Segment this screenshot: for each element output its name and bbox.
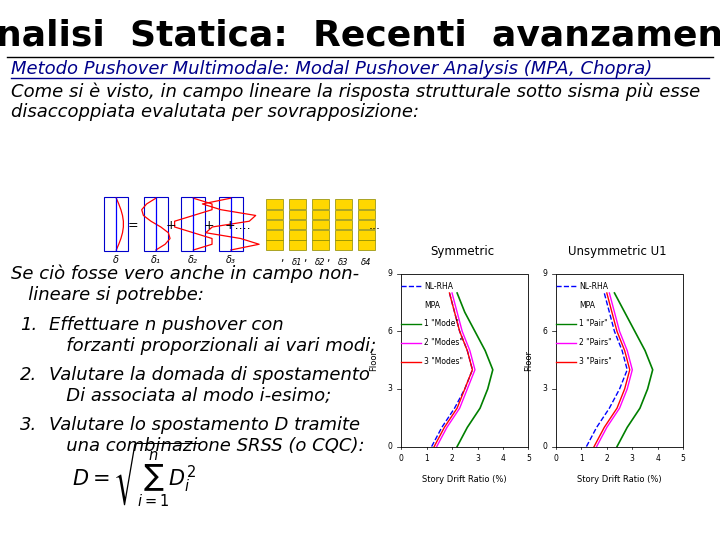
Text: 3: 3 bbox=[387, 384, 392, 394]
Text: 2 "Modes": 2 "Modes" bbox=[424, 339, 463, 347]
FancyBboxPatch shape bbox=[266, 230, 283, 240]
Text: 2 "Pairs": 2 "Pairs" bbox=[579, 339, 611, 347]
Text: ,: , bbox=[327, 253, 330, 262]
Text: 3: 3 bbox=[475, 454, 480, 463]
FancyBboxPatch shape bbox=[335, 230, 352, 240]
Text: =: = bbox=[128, 219, 138, 232]
Text: 1 "Mode": 1 "Mode" bbox=[424, 320, 459, 328]
FancyBboxPatch shape bbox=[358, 240, 375, 250]
Text: 2.: 2. bbox=[20, 366, 37, 384]
Text: +: + bbox=[166, 219, 176, 232]
Text: 3.: 3. bbox=[20, 416, 37, 434]
Text: +: + bbox=[204, 219, 214, 232]
Text: 4: 4 bbox=[500, 454, 505, 463]
FancyBboxPatch shape bbox=[312, 220, 329, 229]
Text: δ3: δ3 bbox=[338, 258, 348, 267]
Text: 0: 0 bbox=[542, 442, 547, 451]
Text: 3: 3 bbox=[630, 454, 635, 463]
Text: Metodo Pushover Multimodale: Modal Pushover Analysis (MPA, Chopra): Metodo Pushover Multimodale: Modal Pusho… bbox=[11, 60, 652, 78]
FancyBboxPatch shape bbox=[289, 210, 306, 219]
Text: +....: +.... bbox=[225, 219, 251, 232]
Text: Unsymmetric U1: Unsymmetric U1 bbox=[568, 245, 667, 258]
Text: δ₂: δ₂ bbox=[189, 255, 198, 265]
Text: 0: 0 bbox=[554, 454, 558, 463]
FancyBboxPatch shape bbox=[312, 240, 329, 250]
Text: 1: 1 bbox=[424, 454, 429, 463]
FancyBboxPatch shape bbox=[289, 199, 306, 209]
Text: Se ciò fosse vero anche in campo non-
   lineare si potrebbe:: Se ciò fosse vero anche in campo non- li… bbox=[11, 265, 359, 304]
Text: δ₁: δ₁ bbox=[151, 255, 161, 265]
Text: 6: 6 bbox=[387, 327, 392, 336]
Text: 4: 4 bbox=[655, 454, 660, 463]
Text: Analisi  Statica:  Recenti  avanzamenti: Analisi Statica: Recenti avanzamenti bbox=[0, 19, 720, 53]
FancyBboxPatch shape bbox=[358, 220, 375, 229]
Text: $D = \sqrt{\sum_{i=1}^{n} D_i^2}$: $D = \sqrt{\sum_{i=1}^{n} D_i^2}$ bbox=[72, 441, 201, 510]
Text: ...: ... bbox=[369, 219, 380, 232]
Text: 3 "Modes": 3 "Modes" bbox=[424, 357, 463, 366]
Text: MPA: MPA bbox=[579, 301, 595, 309]
FancyBboxPatch shape bbox=[266, 240, 283, 250]
Text: Floor: Floor bbox=[524, 350, 533, 370]
Text: NL-RHA: NL-RHA bbox=[424, 282, 453, 291]
Text: δ4: δ4 bbox=[361, 258, 372, 267]
Text: MPA: MPA bbox=[424, 301, 440, 309]
Text: 3 "Pairs": 3 "Pairs" bbox=[579, 357, 611, 366]
Text: 2: 2 bbox=[450, 454, 454, 463]
FancyBboxPatch shape bbox=[335, 199, 352, 209]
FancyBboxPatch shape bbox=[289, 240, 306, 250]
Text: 5: 5 bbox=[681, 454, 685, 463]
FancyBboxPatch shape bbox=[335, 220, 352, 229]
Text: δ₃: δ₃ bbox=[226, 255, 235, 265]
Text: ,: , bbox=[281, 253, 284, 262]
Text: δ2: δ2 bbox=[315, 258, 325, 267]
Text: 6: 6 bbox=[542, 327, 547, 336]
Text: ,: , bbox=[304, 253, 307, 262]
FancyBboxPatch shape bbox=[312, 210, 329, 219]
Text: δ1: δ1 bbox=[292, 258, 302, 267]
Text: 2: 2 bbox=[605, 454, 609, 463]
FancyBboxPatch shape bbox=[289, 220, 306, 229]
FancyBboxPatch shape bbox=[266, 199, 283, 209]
Text: Valutare la domada di spostamento
   Di associata al modo i-esimo;: Valutare la domada di spostamento Di ass… bbox=[49, 366, 370, 405]
FancyBboxPatch shape bbox=[312, 230, 329, 240]
Text: Effettuare n pushover con
   forzanti proporzionali ai vari modi;: Effettuare n pushover con forzanti propo… bbox=[49, 316, 377, 355]
Text: Story Drift Ratio (%): Story Drift Ratio (%) bbox=[423, 475, 507, 484]
Text: Come si è visto, in campo lineare la risposta strutturale sotto sisma più esse
d: Come si è visto, in campo lineare la ris… bbox=[11, 82, 700, 122]
FancyBboxPatch shape bbox=[335, 240, 352, 250]
Text: NL-RHA: NL-RHA bbox=[579, 282, 608, 291]
Text: δ: δ bbox=[113, 255, 120, 265]
FancyBboxPatch shape bbox=[358, 199, 375, 209]
FancyBboxPatch shape bbox=[289, 230, 306, 240]
Text: 3: 3 bbox=[542, 384, 547, 394]
Text: 1.: 1. bbox=[20, 316, 37, 334]
Text: Floor: Floor bbox=[369, 350, 378, 370]
Text: 0: 0 bbox=[399, 454, 403, 463]
Text: Symmetric: Symmetric bbox=[431, 245, 495, 258]
FancyBboxPatch shape bbox=[266, 220, 283, 229]
FancyBboxPatch shape bbox=[358, 230, 375, 240]
Text: 1: 1 bbox=[579, 454, 584, 463]
Text: 5: 5 bbox=[526, 454, 531, 463]
Text: 9: 9 bbox=[542, 269, 547, 278]
Text: Valutare lo spostamento D tramite
   una combinazione SRSS (o CQC):: Valutare lo spostamento D tramite una co… bbox=[49, 416, 364, 455]
FancyBboxPatch shape bbox=[266, 210, 283, 219]
Text: 0: 0 bbox=[387, 442, 392, 451]
Text: 9: 9 bbox=[387, 269, 392, 278]
FancyBboxPatch shape bbox=[335, 210, 352, 219]
FancyBboxPatch shape bbox=[358, 210, 375, 219]
Text: 1 "Pair": 1 "Pair" bbox=[579, 320, 608, 328]
Text: Story Drift Ratio (%): Story Drift Ratio (%) bbox=[577, 475, 662, 484]
FancyBboxPatch shape bbox=[312, 199, 329, 209]
